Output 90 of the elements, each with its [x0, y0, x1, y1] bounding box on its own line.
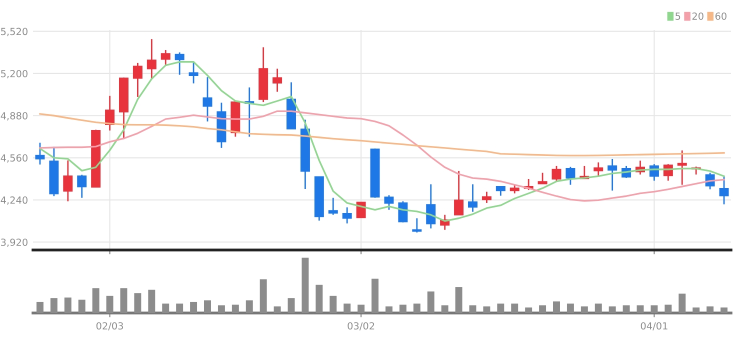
bar — [288, 298, 295, 313]
candlestick — [174, 52, 184, 76]
y-tick-label: 5,200 — [1, 70, 28, 78]
candlestick — [342, 206, 352, 224]
candlestick — [105, 95, 115, 132]
bar — [134, 293, 142, 313]
bar — [580, 306, 588, 313]
candlestick — [677, 150, 687, 186]
candlestick — [202, 76, 212, 122]
y-tick-label: 4,240 — [0, 196, 28, 205]
candlestick — [482, 191, 492, 204]
bar — [162, 304, 170, 313]
legend-label: 20 — [692, 12, 704, 20]
bar — [497, 304, 504, 313]
bar — [64, 298, 72, 313]
bar — [316, 284, 323, 313]
bar — [92, 288, 100, 313]
bar — [36, 302, 44, 313]
bar — [218, 305, 225, 313]
bar — [455, 287, 462, 313]
bar — [622, 305, 630, 313]
bar — [176, 304, 184, 313]
y-tick-label: 4,880 — [0, 112, 28, 120]
bar — [441, 305, 448, 313]
bar — [260, 279, 267, 313]
bar — [274, 306, 281, 313]
y-tick-label: 4,560 — [0, 154, 28, 163]
line-series — [39, 110, 725, 202]
candlestick — [384, 194, 394, 211]
bar — [469, 305, 476, 313]
candlestick — [77, 174, 87, 199]
bar — [344, 304, 351, 313]
bar — [372, 278, 379, 313]
y-tick-label: 3,920 — [1, 238, 28, 247]
candlestick — [719, 176, 729, 205]
candlestick — [146, 38, 156, 80]
bar — [106, 296, 114, 313]
candlestick — [454, 170, 464, 216]
bar — [232, 304, 239, 313]
bar — [539, 305, 546, 313]
bar — [190, 302, 198, 313]
bar — [120, 288, 128, 313]
bar — [358, 304, 365, 313]
candlestick — [566, 166, 576, 186]
bar — [566, 304, 574, 313]
candlestick — [132, 62, 142, 98]
candlestick — [496, 186, 506, 196]
candlestick — [538, 172, 548, 184]
bar — [427, 291, 434, 313]
bar — [413, 304, 420, 313]
bar — [302, 258, 309, 313]
candlestick — [468, 184, 478, 212]
bar — [204, 300, 211, 313]
bar — [399, 304, 406, 313]
y-tick-label: 5,520 — [1, 28, 28, 36]
bar — [525, 307, 532, 313]
candlestick — [328, 197, 338, 216]
legend-label: 5 — [676, 12, 680, 20]
candlestick — [552, 165, 562, 182]
bar — [511, 304, 518, 313]
candlestick — [160, 49, 170, 66]
bar — [50, 298, 58, 313]
bar — [678, 294, 686, 313]
x-tick-label: 04/01 — [640, 322, 668, 330]
bar — [706, 306, 714, 313]
candlestick — [35, 142, 45, 166]
bar — [594, 304, 602, 313]
candlestick — [188, 61, 198, 84]
candlestick — [63, 160, 73, 202]
bar — [78, 300, 86, 313]
bar — [330, 296, 337, 313]
candlestick — [426, 184, 436, 230]
candlestick — [594, 162, 604, 177]
bar — [553, 301, 560, 313]
bar — [385, 306, 392, 313]
bar — [608, 306, 616, 313]
bar — [692, 307, 700, 313]
legend-label: 60 — [715, 12, 726, 20]
bar — [720, 307, 728, 313]
candlestick — [272, 68, 282, 92]
bar — [148, 290, 156, 313]
x-tick-label: 02/03 — [96, 322, 124, 330]
bar — [664, 304, 672, 313]
bar — [650, 305, 658, 313]
x-tick-label: 03/02 — [348, 322, 374, 330]
candlestick — [608, 158, 618, 192]
bar — [636, 305, 644, 313]
bar — [246, 300, 253, 313]
candlestick — [398, 200, 408, 224]
bar — [483, 306, 490, 313]
